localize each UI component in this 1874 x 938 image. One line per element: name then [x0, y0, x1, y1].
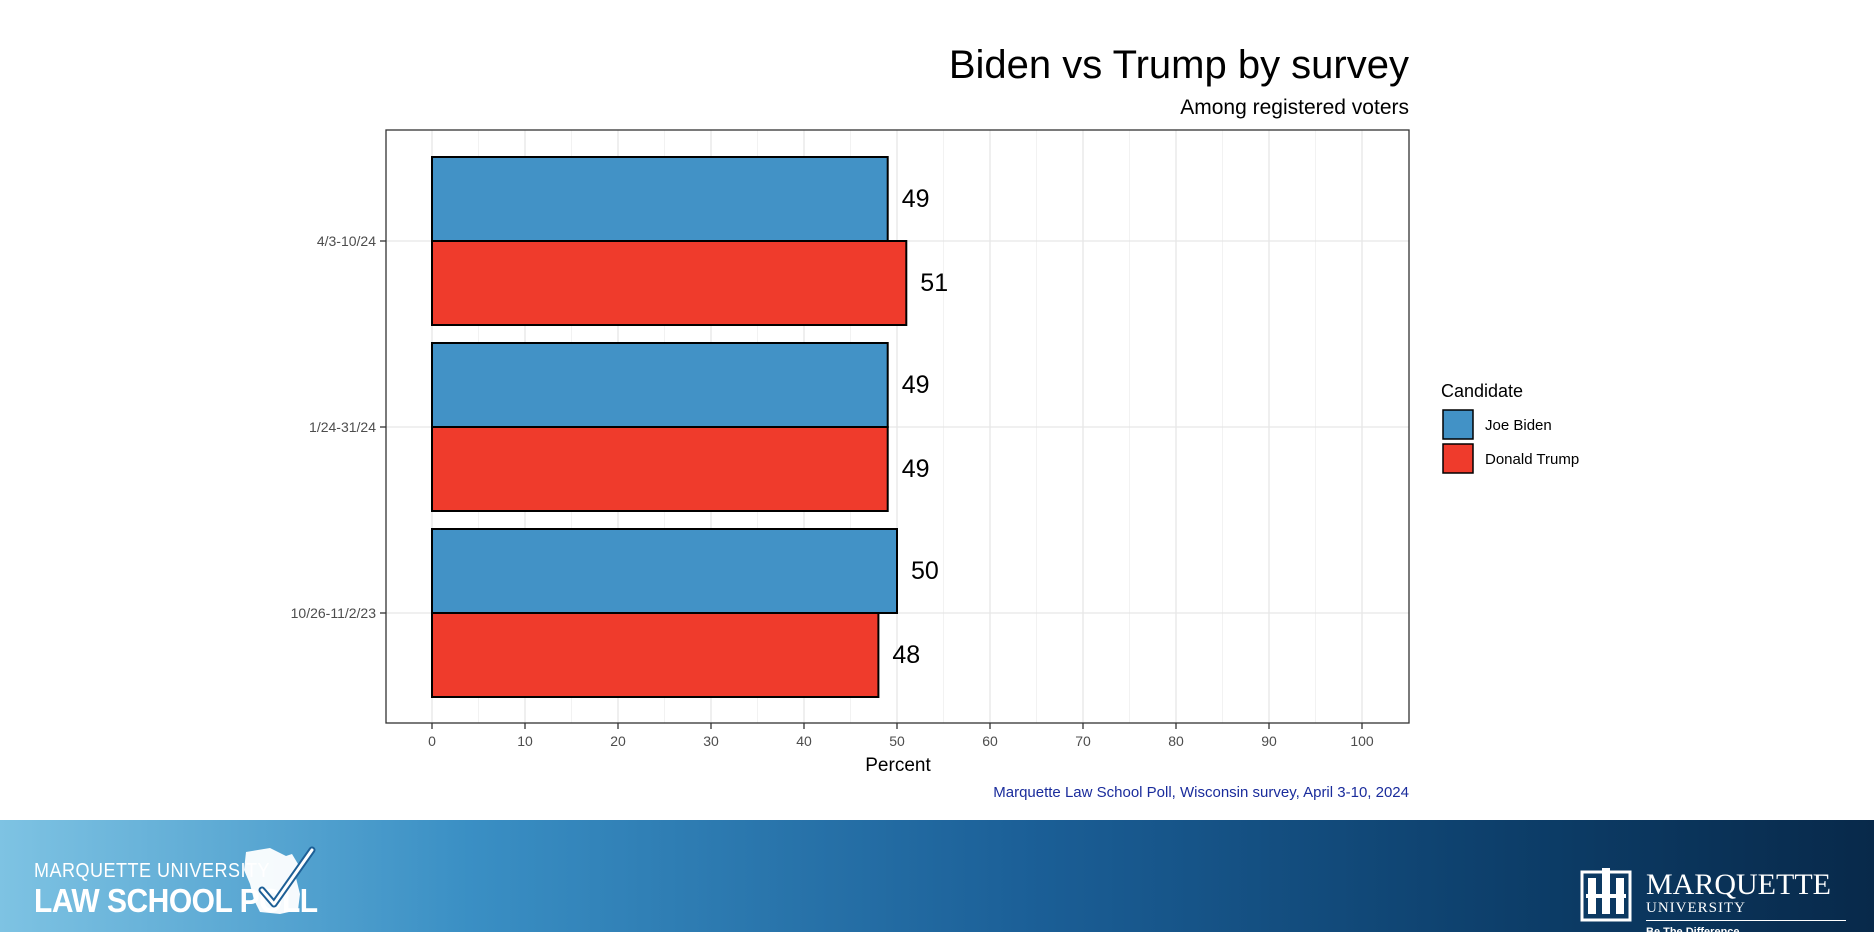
chart-subtitle: Among registered voters	[1180, 96, 1409, 119]
marquette-tagline: Be The Difference.	[1646, 926, 1743, 938]
y-tick-label: 10/26-11/2/23	[291, 605, 377, 621]
legend-label: Donald Trump	[1485, 451, 1579, 468]
bar	[431, 156, 889, 242]
x-tick-label: 10	[517, 733, 533, 749]
plot-area: 49 51 4/3-10/24 49 49 1/24-31/24 50 48 10/26-11/…	[291, 129, 1410, 749]
data-label: 49	[902, 185, 930, 213]
x-tick-label: 30	[703, 733, 719, 749]
legend: Candidate Joe Biden Donald Trump	[1441, 381, 1579, 474]
wisconsin-checkmark-icon	[244, 846, 316, 914]
data-label: 49	[902, 371, 930, 399]
legend-title: Candidate	[1441, 381, 1523, 401]
x-tick-label: 100	[1350, 733, 1374, 749]
x-tick-label: 70	[1075, 733, 1091, 749]
x-tick-label: 90	[1261, 733, 1277, 749]
x-tick-label: 60	[982, 733, 998, 749]
x-tick-label: 40	[796, 733, 812, 749]
bar	[431, 612, 880, 698]
marquette-university-label: UNIVERSITY	[1646, 900, 1746, 916]
legend-key	[1442, 443, 1474, 474]
bar	[431, 342, 889, 428]
x-axis-label: Percent	[865, 755, 931, 776]
x-tick-label: 20	[610, 733, 626, 749]
marquette-name: MARQUETTE	[1646, 868, 1831, 901]
bar	[431, 528, 898, 614]
law-school-poll-logo-line1: MARQUETTE UNIVERSITY	[34, 858, 271, 882]
bar	[431, 240, 908, 326]
data-label: 51	[920, 269, 948, 297]
marquette-seal-icon	[1580, 868, 1632, 922]
x-tick-label: 80	[1168, 733, 1184, 749]
data-label: 49	[902, 455, 930, 483]
legend-key	[1442, 409, 1474, 440]
footer-banner: MARQUETTE UNIVERSITY LAW SCHOOL POLL MAR…	[0, 820, 1874, 938]
chart: Biden vs Trump by survey Among registere…	[291, 43, 1580, 801]
y-tick-label: 1/24-31/24	[309, 419, 376, 435]
chart-title: Biden vs Trump by survey	[949, 43, 1409, 87]
x-tick-label: 0	[428, 733, 436, 749]
y-tick-label: 4/3-10/24	[317, 233, 376, 249]
marquette-logo-divider	[1646, 920, 1846, 921]
legend-label: Joe Biden	[1485, 417, 1552, 434]
plot-border	[385, 129, 1410, 724]
data-label: 50	[911, 557, 939, 585]
data-label: 48	[892, 641, 920, 669]
x-tick-label: 50	[889, 733, 905, 749]
chart-caption: Marquette Law School Poll, Wisconsin sur…	[993, 784, 1409, 801]
bar	[431, 426, 889, 512]
